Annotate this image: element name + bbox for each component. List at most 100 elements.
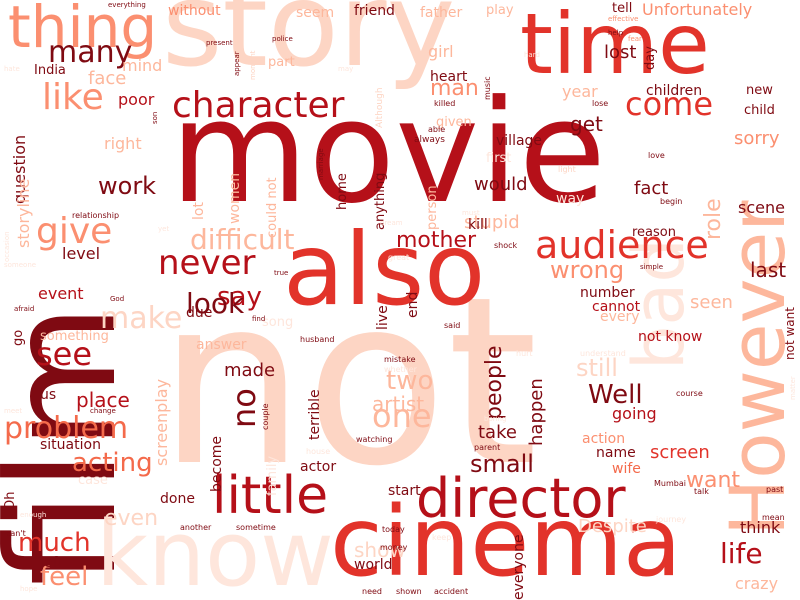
- word-cloud-word: Despite: [578, 516, 647, 537]
- word-cloud-word: seen: [690, 292, 733, 313]
- word-cloud-word: much: [18, 528, 91, 558]
- word-cloud-word: acting: [72, 448, 153, 478]
- word-cloud-word: relationship: [72, 211, 120, 220]
- word-cloud-word: stupid: [464, 212, 520, 233]
- word-cloud-word: reason: [632, 225, 676, 240]
- word-cloud-word: going: [612, 404, 657, 423]
- word-cloud-word: small: [470, 450, 534, 478]
- word-cloud-word: understand: [580, 349, 626, 358]
- word-cloud-word: music: [483, 76, 492, 100]
- word-cloud-word: event: [38, 284, 84, 303]
- word-cloud-word: find: [252, 315, 266, 323]
- word-cloud-word: place: [76, 388, 130, 412]
- word-cloud-word: past: [766, 485, 784, 494]
- word-cloud-word: answer: [196, 337, 247, 353]
- word-cloud-word: mean: [762, 513, 785, 522]
- word-cloud-word: first: [486, 151, 512, 166]
- word-cloud-word: wife: [612, 461, 641, 477]
- word-cloud-word: song: [262, 315, 294, 330]
- word-cloud-word: show: [354, 538, 406, 562]
- word-cloud-word: hope: [20, 585, 38, 593]
- word-cloud-word: screenplay: [152, 378, 171, 466]
- word-cloud-word: son: [151, 111, 159, 124]
- word-cloud-word: mistake: [384, 355, 416, 364]
- word-cloud-word: Unfortunately: [642, 0, 753, 19]
- word-cloud-word: time: [520, 0, 710, 93]
- word-cloud-word: keep: [432, 533, 452, 542]
- word-cloud-word: true: [274, 269, 289, 277]
- word-cloud-word: done: [160, 491, 195, 507]
- word-cloud-word: God: [110, 295, 125, 303]
- word-cloud-word: husband: [300, 335, 335, 344]
- word-cloud-word: work: [98, 172, 157, 200]
- word-cloud-word: start: [388, 483, 421, 499]
- word-cloud-word: way: [556, 191, 585, 207]
- word-cloud-word: begin: [660, 197, 683, 206]
- word-cloud-word: person: [425, 185, 440, 230]
- word-cloud-word: live: [375, 305, 391, 330]
- word-cloud-word: director: [416, 467, 626, 530]
- word-cloud-word: meet: [4, 407, 23, 415]
- word-cloud-word: boring: [484, 415, 507, 423]
- word-cloud-word: become: [209, 435, 225, 492]
- word-cloud-word: dream: [380, 219, 403, 227]
- word-cloud-word: another: [180, 523, 212, 532]
- word-cloud-word: say: [217, 282, 262, 312]
- word-cloud-word: help: [608, 29, 624, 37]
- word-cloud-word: like: [42, 77, 104, 118]
- word-cloud-word: hurt: [516, 349, 533, 358]
- word-cloud-word: one: [372, 397, 432, 435]
- word-cloud-word: able: [428, 125, 446, 134]
- word-cloud-word: cannot: [592, 299, 641, 315]
- word-cloud-word: killed: [434, 99, 456, 108]
- word-cloud-word: effective: [608, 15, 639, 23]
- word-cloud-word: not: [158, 247, 538, 517]
- word-cloud-word: feel: [40, 562, 89, 592]
- word-cloud-word: actor: [300, 459, 337, 475]
- word-cloud-word: poor: [118, 90, 155, 109]
- word-cloud-word: accident: [434, 587, 469, 596]
- word-cloud-word: something: [40, 329, 109, 344]
- word-cloud-word: police: [272, 35, 293, 43]
- word-cloud-word: due: [186, 305, 213, 321]
- word-cloud-word: girl: [428, 42, 454, 61]
- word-cloud-word: see: [36, 335, 93, 373]
- word-cloud-word: house: [306, 447, 331, 456]
- word-cloud-word: end: [405, 291, 421, 318]
- word-cloud-word: people: [482, 345, 507, 420]
- word-cloud-word: scene: [738, 198, 785, 217]
- word-cloud-word: no: [225, 388, 263, 428]
- word-cloud-word: parent: [474, 443, 501, 452]
- word-cloud-word: shock: [494, 241, 518, 250]
- word-cloud-word: always: [414, 135, 445, 145]
- word-cloud-word: also: [283, 211, 486, 328]
- word-cloud-word: afraid: [14, 305, 35, 313]
- word-cloud-word: level: [62, 244, 101, 263]
- word-cloud-word: world: [354, 557, 393, 573]
- word-cloud-word: give: [36, 211, 113, 252]
- word-cloud-word: simple: [640, 263, 664, 271]
- word-cloud-word: given: [436, 115, 472, 130]
- word-cloud-word: come: [625, 85, 714, 123]
- word-cloud-word: Oh: [3, 491, 18, 510]
- word-cloud-word: everyone: [511, 534, 527, 600]
- word-cloud-word: appear: [233, 51, 241, 76]
- word-cloud-word: enough: [20, 511, 47, 519]
- word-cloud-word: heart: [430, 69, 468, 85]
- word-cloud-word: number: [580, 285, 635, 301]
- word-cloud-word: name: [596, 445, 636, 461]
- word-cloud-word: whether: [384, 365, 417, 374]
- word-cloud-word: today: [382, 525, 405, 534]
- word-cloud-word: home: [335, 173, 350, 210]
- word-cloud-word: said: [444, 321, 461, 330]
- word-cloud-word: action: [582, 431, 626, 447]
- word-cloud-word: life: [720, 537, 763, 570]
- word-cloud-word: money: [380, 543, 408, 552]
- word-cloud-word: story: [162, 0, 456, 93]
- word-cloud-word: storyline: [14, 178, 33, 248]
- word-cloud-word: audience: [535, 223, 709, 267]
- word-cloud-word: yet: [158, 225, 170, 233]
- word-cloud-word: last: [750, 258, 787, 282]
- word-cloud-word: us: [40, 387, 57, 403]
